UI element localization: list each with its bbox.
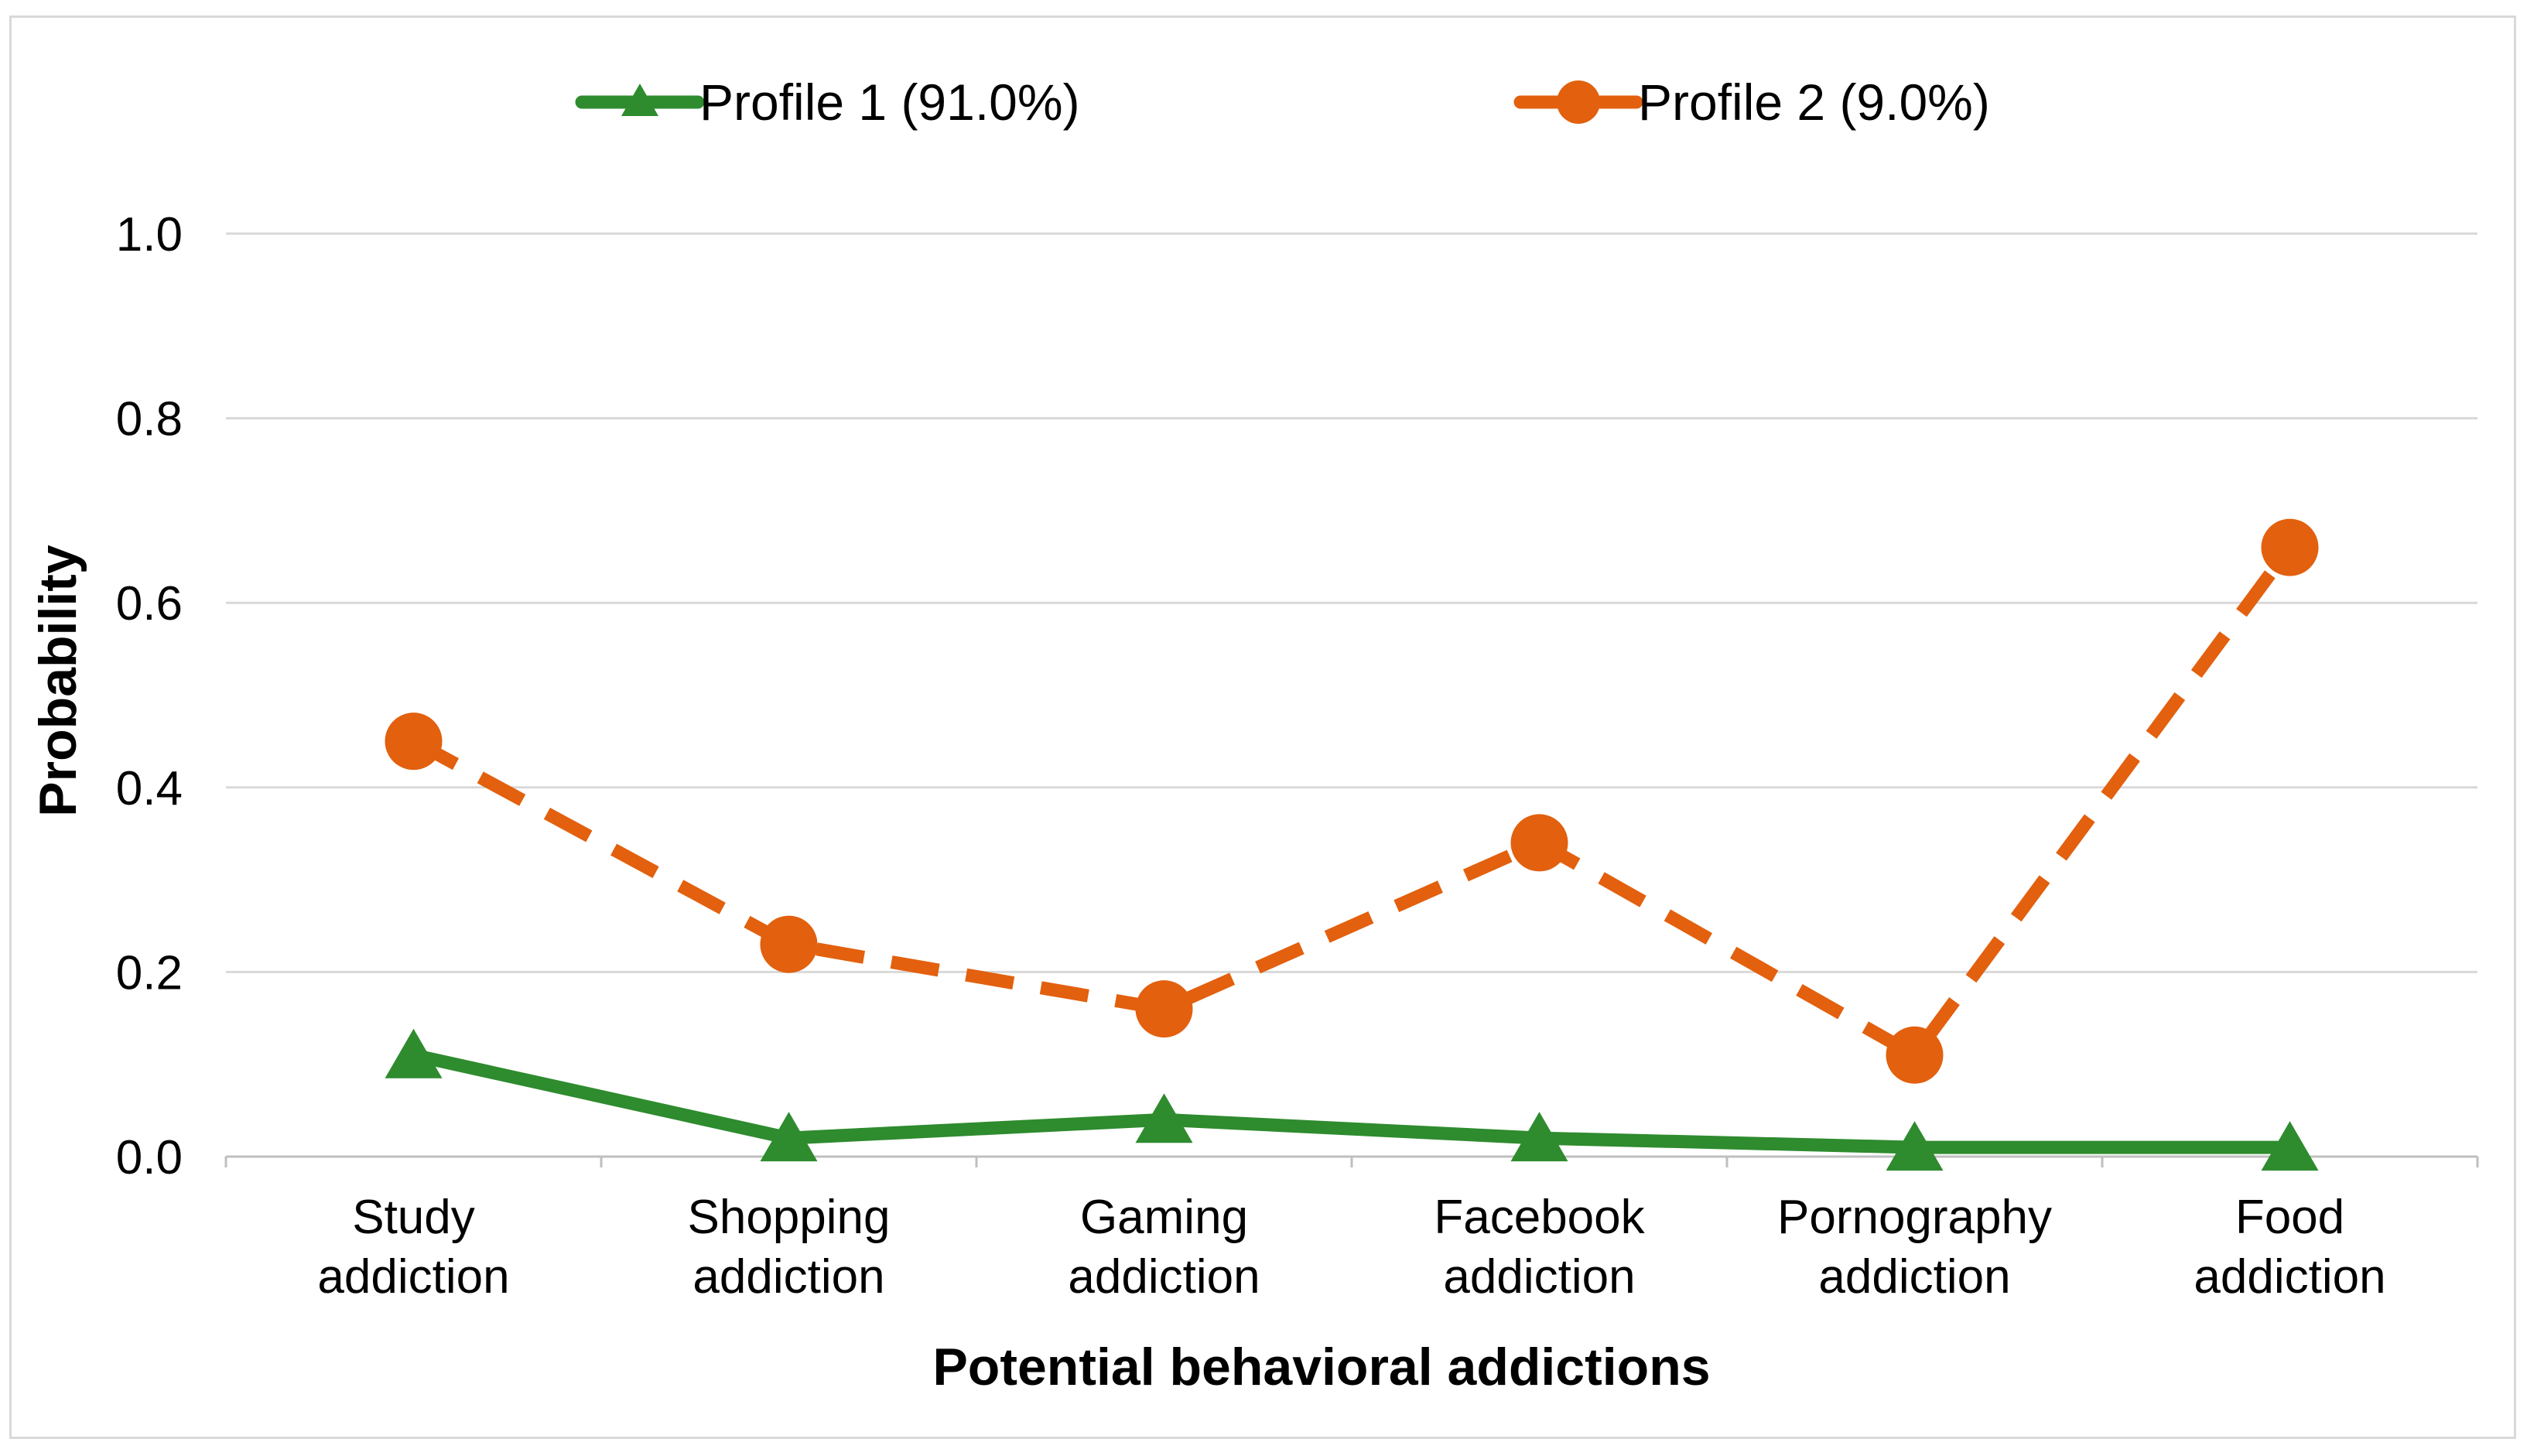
- legend-label: Profile 1 (91.0%): [699, 73, 1080, 131]
- data-point: [2261, 1121, 2319, 1171]
- data-point: [760, 915, 818, 973]
- y-axis-title: Probability: [29, 545, 87, 817]
- legend-label: Profile 2 (9.0%): [1638, 73, 1990, 131]
- y-tick-label: 1.0: [116, 208, 183, 261]
- data-point: [760, 1112, 818, 1162]
- data-point: [1135, 980, 1193, 1038]
- y-tick-label: 0.2: [116, 946, 183, 1000]
- legend-marker: [621, 84, 658, 116]
- data-point: [1510, 814, 1568, 872]
- data-point: [1135, 1093, 1193, 1143]
- data-point: [1886, 1121, 1944, 1171]
- axes: 0.0 0.2 0.4 0.6 0.8 1.0 Study addiction Shopping…: [116, 208, 2479, 1304]
- gridlines: [226, 232, 2477, 973]
- y-tick-label: 0.4: [116, 762, 183, 815]
- y-tick-label: 0.0: [116, 1131, 183, 1184]
- x-tick-label: Shopping: [687, 1191, 890, 1244]
- series: [385, 518, 2319, 1171]
- x-tick-label: Gaming: [1080, 1191, 1248, 1244]
- data-point: [1510, 1112, 1568, 1162]
- series-line-2: [410, 543, 2296, 1062]
- y-tick-label: 0.8: [116, 393, 183, 446]
- x-tick-label: Food: [2235, 1191, 2344, 1244]
- x-tick-label: addiction: [2194, 1250, 2385, 1304]
- data-point: [1886, 1026, 1944, 1084]
- x-axis-title: Potential behavioral addictions: [932, 1338, 1710, 1396]
- series-line-1: [412, 1048, 2290, 1154]
- x-tick-label: Pornography: [1777, 1191, 2052, 1244]
- x-tick-label: addiction: [317, 1250, 509, 1304]
- x-tick-label: addiction: [1068, 1250, 1260, 1304]
- legend-marker: [1557, 80, 1600, 124]
- data-point: [385, 1028, 443, 1078]
- x-tick-label: addiction: [1443, 1250, 1635, 1304]
- data-point: [385, 713, 443, 771]
- x-tick-label: addiction: [692, 1250, 884, 1304]
- x-tick-label: Study: [352, 1191, 475, 1244]
- x-tick-label: addiction: [1818, 1250, 2010, 1304]
- x-tick-label: Facebook: [1434, 1191, 1645, 1244]
- legend: Profile 1 (91.0%) Profile 2 (9.0%): [575, 73, 1990, 131]
- data-point: [2261, 518, 2319, 576]
- y-tick-label: 0.6: [116, 577, 183, 631]
